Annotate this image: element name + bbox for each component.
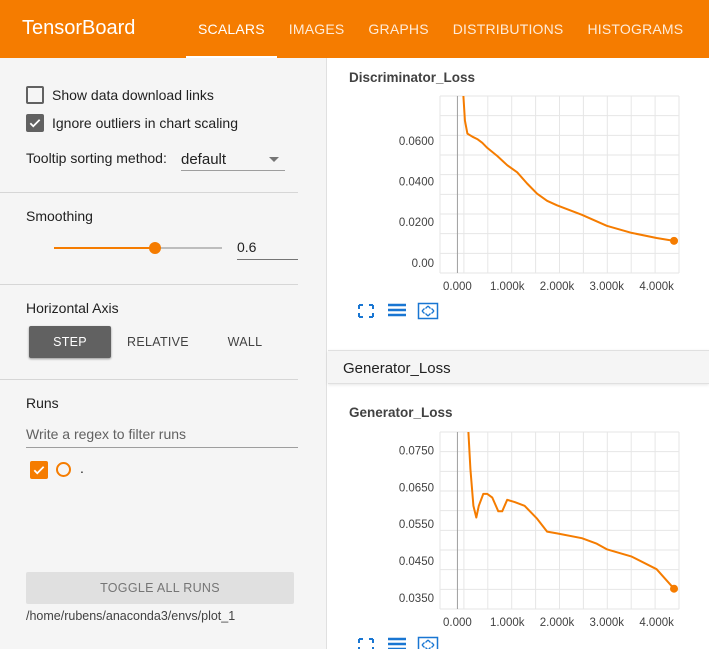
divider: [0, 284, 298, 285]
series-endpoint: [670, 236, 679, 245]
divider: [0, 379, 298, 380]
run-color-radio[interactable]: [56, 462, 71, 477]
smoothing-slider-knob[interactable]: [148, 242, 161, 254]
tooltip-sorting-value: default: [181, 151, 227, 168]
checkmark-icon: [33, 466, 45, 475]
series-endpoint: [670, 584, 679, 593]
ignore-outliers-label: Ignore outliers in chart scaling: [52, 115, 238, 131]
tooltip-sorting-select[interactable]: default: [181, 149, 285, 171]
x-tick-label: 0.000: [443, 617, 472, 629]
y-tick-label: 0.0550: [399, 519, 434, 531]
series-line: [467, 431, 675, 590]
list-icon[interactable]: [386, 636, 408, 649]
x-tick-label: 3.000k: [590, 617, 625, 629]
toggle-all-runs-button[interactable]: TOGGLE ALL RUNS: [26, 572, 294, 604]
show-download-links-option[interactable]: Show data download links: [26, 86, 214, 104]
axis-step-button[interactable]: STEP: [29, 326, 111, 358]
tooltip-sorting-label: Tooltip sorting method:: [26, 150, 167, 166]
checkmark-icon: [29, 119, 41, 128]
run-checkbox[interactable]: [30, 461, 48, 479]
y-tick-label: 0.0200: [399, 217, 434, 229]
smoothing-label: Smoothing: [26, 208, 93, 224]
group-header-title: Generator_Loss: [343, 360, 451, 377]
ignore-outliers-option[interactable]: Ignore outliers in chart scaling: [26, 114, 238, 132]
ignore-outliers-checkbox[interactable]: [26, 114, 44, 132]
divider: [0, 192, 298, 193]
y-tick-label: 0.0400: [399, 176, 434, 188]
expand-icon[interactable]: [355, 302, 377, 320]
x-tick-label: 2.000k: [540, 281, 575, 293]
group-header[interactable]: Generator_Loss: [328, 350, 709, 384]
show-download-links-label: Show data download links: [52, 87, 214, 103]
tab-scalars[interactable]: SCALARS: [186, 0, 277, 58]
dashboard-tabs: SCALARS IMAGES GRAPHS DISTRIBUTIONS HIST…: [186, 0, 695, 58]
generator-loss-chart[interactable]: 0.0350 0.0450 0.0550 0.0650 0.0750 0.000 1.000…: [328, 424, 709, 629]
runs-filter-input[interactable]: Write a regex to filter runs: [26, 426, 298, 448]
app-title: TensorBoard: [22, 17, 136, 39]
chart-title: Discriminator_Loss: [349, 70, 476, 85]
run-name: .: [80, 460, 84, 476]
caret-down-icon: [269, 157, 279, 162]
x-tick-label: 3.000k: [590, 281, 625, 293]
tab-histograms[interactable]: HISTOGRAMS: [587, 21, 684, 37]
y-tick-label: 0.0350: [399, 593, 434, 605]
fit-domain-icon[interactable]: [417, 636, 439, 649]
tab-distributions[interactable]: DISTRIBUTIONS: [452, 21, 564, 37]
log-directory-path: /home/rubens/anaconda3/envs/plot_1: [26, 609, 236, 623]
x-tick-label: 4.000k: [639, 281, 674, 293]
tab-images[interactable]: IMAGES: [288, 21, 345, 37]
x-tick-label: 0.000: [443, 281, 472, 293]
y-tick-label: 0.0650: [399, 482, 434, 494]
expand-icon[interactable]: [355, 636, 377, 649]
y-tick-label: 0.0450: [399, 556, 434, 568]
x-tick-label: 4.000k: [639, 617, 674, 629]
axis-relative-button[interactable]: RELATIVE: [127, 335, 189, 349]
runs-label: Runs: [26, 395, 59, 411]
sidebar: Show data download links Ignore outliers…: [0, 58, 327, 649]
fit-domain-icon[interactable]: [417, 302, 439, 320]
main-panel: Discriminator_Loss 0.00 0.0200 0.0400 0.060…: [328, 58, 709, 649]
list-icon[interactable]: [386, 302, 408, 320]
x-tick-label: 1.000k: [490, 617, 525, 629]
smoothing-slider-fill: [54, 247, 155, 249]
x-tick-label: 2.000k: [540, 617, 575, 629]
x-tick-label: 1.000k: [490, 281, 525, 293]
series-line: [462, 95, 675, 242]
top-app-bar: TensorBoard SCALARS IMAGES GRAPHS DISTRI…: [0, 0, 709, 58]
axis-wall-button[interactable]: WALL: [227, 335, 263, 349]
horizontal-axis-label: Horizontal Axis: [26, 300, 119, 316]
y-tick-label: 0.0750: [399, 445, 434, 457]
y-tick-label: 0.0600: [399, 136, 434, 148]
chart-title: Generator_Loss: [349, 405, 453, 420]
tab-graphs[interactable]: GRAPHS: [368, 21, 429, 37]
smoothing-slider[interactable]: [54, 242, 222, 254]
show-download-links-checkbox[interactable]: [26, 86, 44, 104]
smoothing-value-input[interactable]: 0.6: [237, 236, 298, 260]
discriminator-loss-chart[interactable]: 0.00 0.0200 0.0400 0.0600 0.000 1.000k 2.000k 3…: [328, 88, 709, 293]
y-tick-label: 0.00: [412, 258, 434, 270]
